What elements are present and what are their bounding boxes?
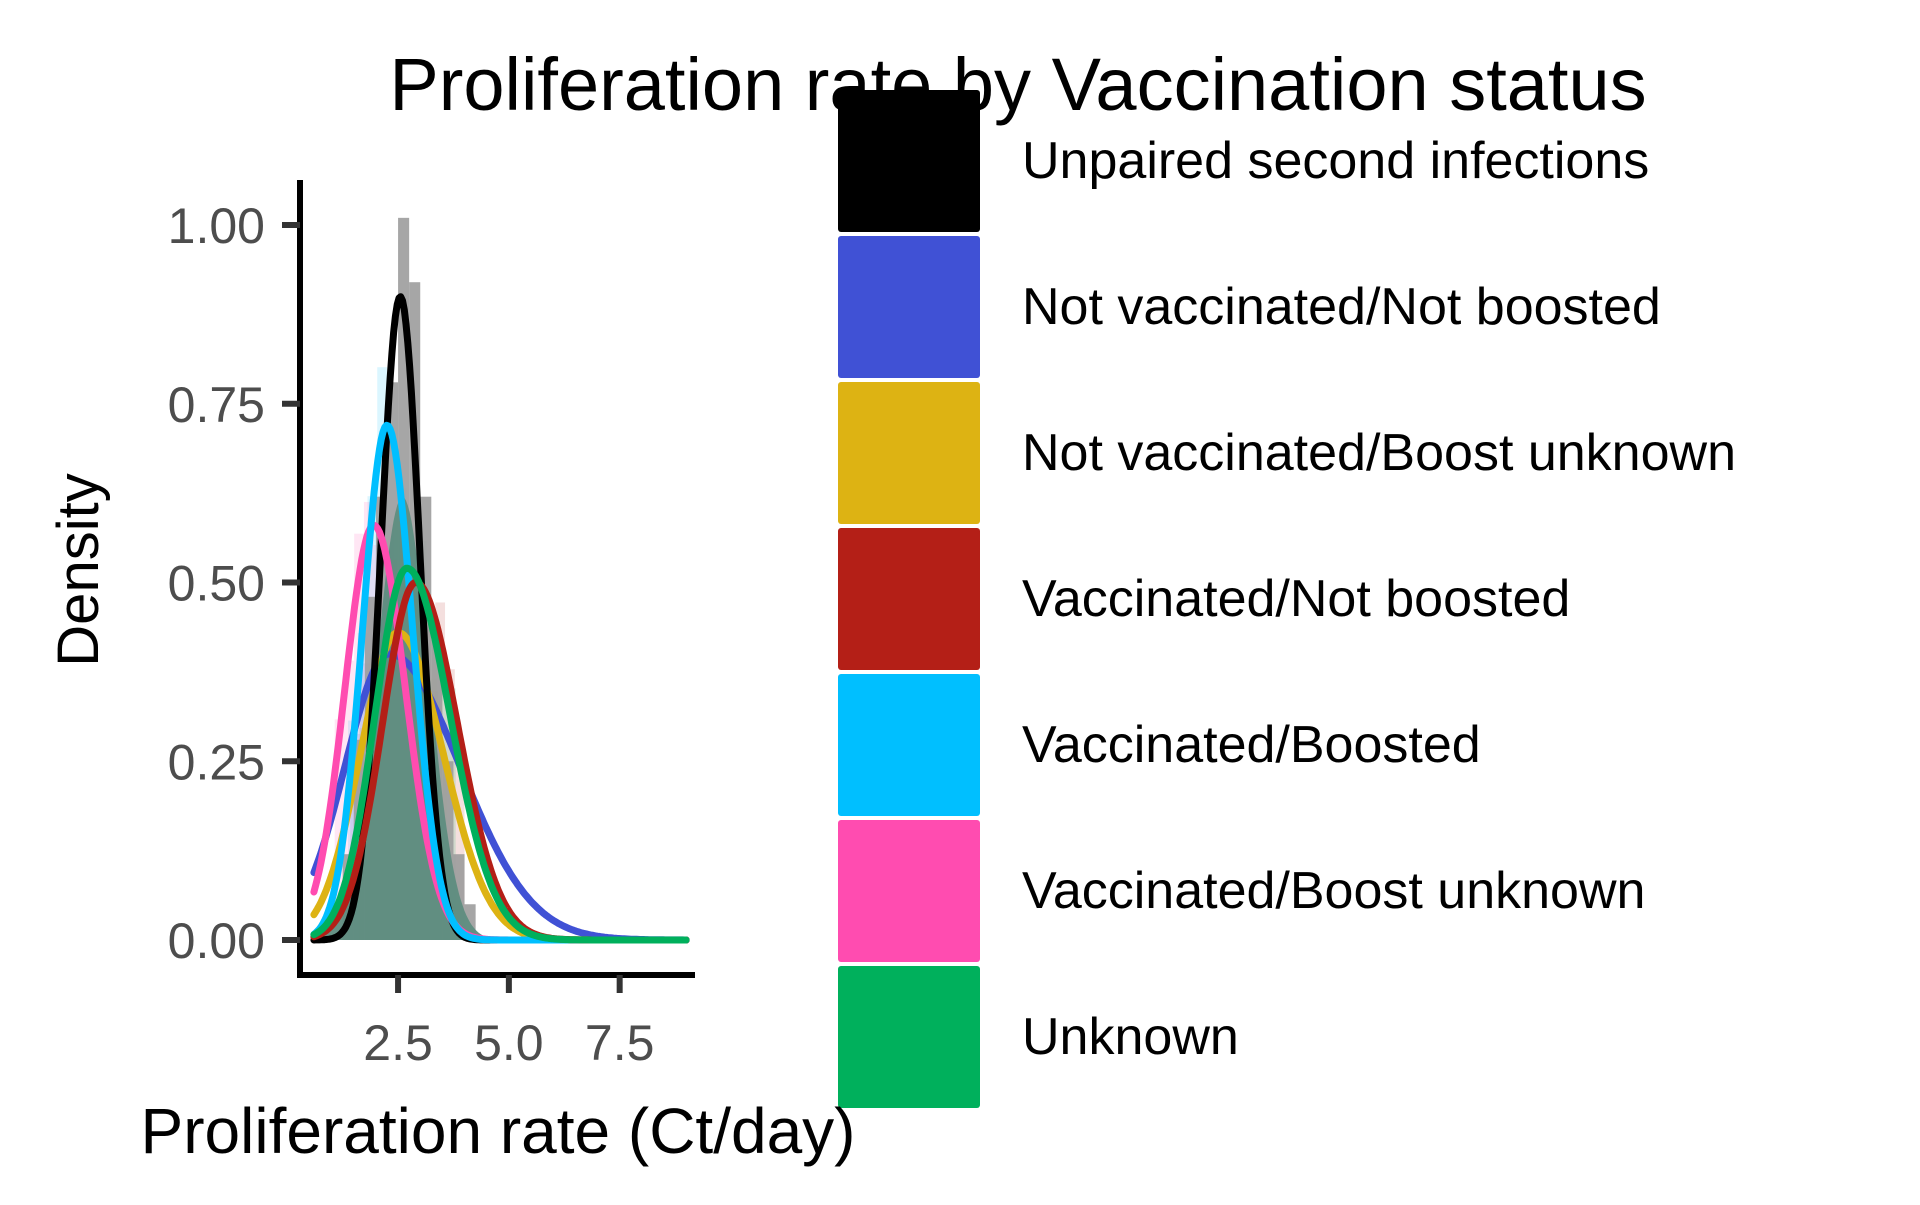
- chart-title: Proliferation rate by Vaccination status: [389, 43, 1646, 126]
- legend-key-series-3: [838, 528, 980, 670]
- y-tick-label: 1.00: [168, 198, 265, 254]
- x-axis-label: Proliferation rate (Ct/day): [141, 1095, 856, 1167]
- y-tick-label: 0.00: [168, 913, 265, 969]
- y-tick-label: 0.25: [168, 734, 265, 790]
- legend-label-series-3: Vaccinated/Not boosted: [1022, 570, 1570, 628]
- legend-label-series-5: Vaccinated/Boost unknown: [1022, 862, 1645, 920]
- legend-key-series-4: [838, 674, 980, 816]
- legend-label-series-1: Not vaccinated/Not boosted: [1022, 278, 1661, 336]
- histogram-bar: [464, 904, 476, 940]
- legend-label-series-4: Vaccinated/Boosted: [1022, 716, 1481, 774]
- y-tick-label: 0.50: [168, 556, 265, 612]
- legend-label-series-6: Unknown: [1022, 1008, 1239, 1066]
- legend-label-series-2: Not vaccinated/Boost unknown: [1022, 424, 1736, 482]
- legend-key-series-5: [838, 820, 980, 962]
- plot-area: 0.00 0.25 0.50 0.75 1.00 2.5 5.0 7.5: [168, 180, 695, 1071]
- histogram-bar: [454, 741, 465, 940]
- histogram-bar: [334, 719, 345, 940]
- histogram-bar: [354, 533, 364, 940]
- legend-key-series-6: [838, 966, 980, 1108]
- y-axis-label: Density: [46, 473, 111, 666]
- legend-key-series-1: [838, 236, 980, 378]
- legend-label-series-0: Unpaired second infections: [1022, 132, 1649, 190]
- x-tick-label: 2.5: [363, 1015, 433, 1071]
- legend-key-series-0: [838, 90, 980, 232]
- density-curve-series-6: [310, 564, 690, 944]
- histogram-bar: [347, 720, 358, 940]
- x-tick-label: 5.0: [474, 1015, 544, 1071]
- density-fill-area: [313, 496, 687, 940]
- y-tick-label: 0.75: [168, 377, 265, 433]
- x-tick-label: 7.5: [585, 1015, 655, 1071]
- legend: Unpaired second infections Not vaccinated…: [838, 90, 1736, 1108]
- legend-key-series-2: [838, 382, 980, 524]
